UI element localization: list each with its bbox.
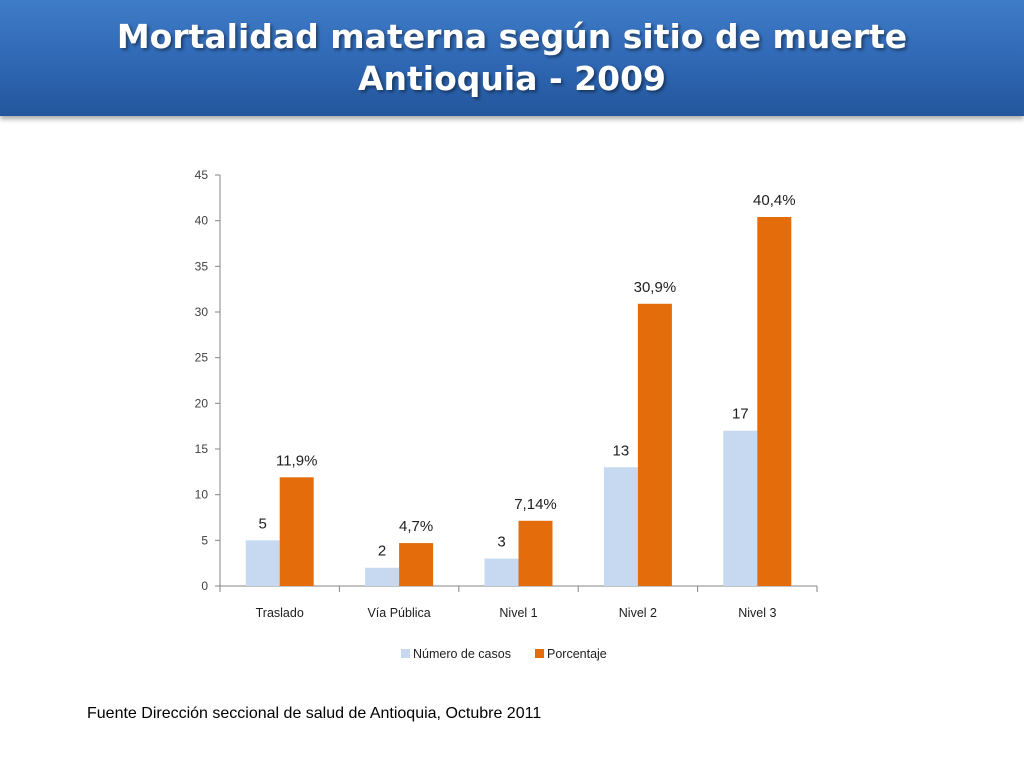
y-tick-label: 45 <box>195 168 209 182</box>
data-label: 17 <box>732 406 749 423</box>
y-tick-label: 40 <box>195 214 209 228</box>
y-tick-label: 35 <box>195 259 209 273</box>
x-tick-label: Vía Pública <box>367 606 430 620</box>
data-label: 5 <box>259 515 267 532</box>
bar-casos <box>245 540 280 586</box>
bar-porcentaje <box>399 543 434 586</box>
bar-casos <box>723 430 758 586</box>
data-label: 30,9% <box>634 279 677 296</box>
title-banner: Mortalidad materna según sitio de muerte… <box>0 0 1024 116</box>
data-label: 13 <box>613 442 630 459</box>
bar-casos <box>603 467 638 586</box>
legend-label: Porcentaje <box>547 647 607 661</box>
y-tick-label: 10 <box>195 488 209 502</box>
y-tick-label: 25 <box>195 351 209 365</box>
data-label: 4,7% <box>399 518 433 535</box>
bar-casos <box>484 558 519 586</box>
y-tick-label: 20 <box>195 396 209 410</box>
bar-porcentaje <box>518 520 553 586</box>
y-tick-label: 15 <box>195 442 209 456</box>
slide-title-line2: Antioquia - 2009 <box>357 59 666 98</box>
data-label: 3 <box>497 534 505 551</box>
data-label: 7,14% <box>514 496 557 513</box>
bar-porcentaje <box>637 303 672 586</box>
y-tick-label: 0 <box>201 579 208 593</box>
y-tick-label: 30 <box>195 305 209 319</box>
bar-casos <box>365 567 400 586</box>
bar-porcentaje <box>279 477 314 586</box>
bar-porcentaje <box>757 217 792 586</box>
slide-title-line1: Mortalidad materna según sitio de muerte <box>116 17 908 56</box>
x-tick-label: Nivel 2 <box>619 606 657 620</box>
x-tick-label: Nivel 3 <box>738 606 776 620</box>
data-label: 2 <box>378 543 386 560</box>
legend-label: Número de casos <box>413 647 511 661</box>
legend-swatch <box>401 649 410 658</box>
data-label: 11,9% <box>276 452 317 469</box>
x-tick-label: Traslado <box>256 606 304 620</box>
data-label: 40,4% <box>753 192 796 209</box>
x-tick-label: Nivel 1 <box>499 606 537 620</box>
y-tick-label: 5 <box>201 533 208 547</box>
source-note: Fuente Dirección seccional de salud de A… <box>87 705 542 722</box>
legend-swatch <box>535 649 544 658</box>
slide-title: Mortalidad materna según sitio de muerte… <box>0 16 1024 100</box>
